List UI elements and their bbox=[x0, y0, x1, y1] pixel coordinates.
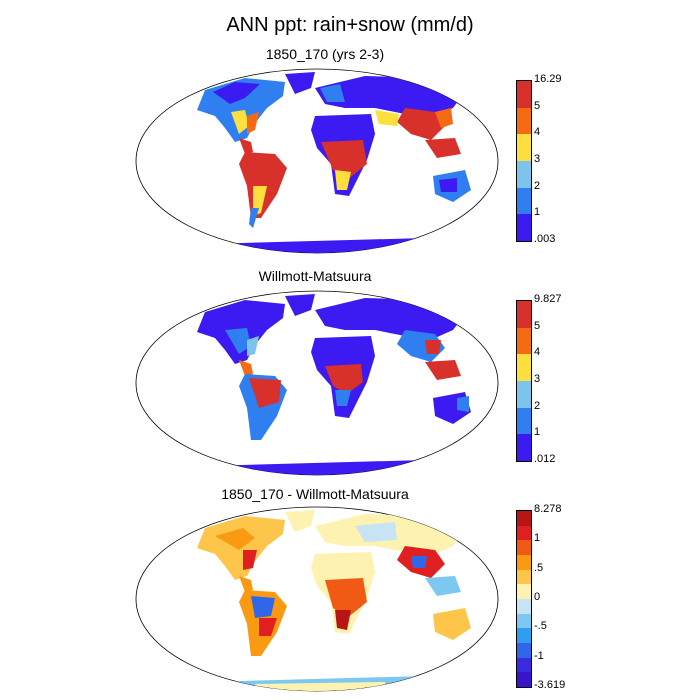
colorbar-label: 0 bbox=[534, 591, 541, 603]
colorbar-segment bbox=[517, 672, 531, 687]
colorbar-label: -3.619 bbox=[534, 679, 566, 691]
colorbar-segment bbox=[517, 628, 531, 643]
colorbar-segment bbox=[517, 569, 531, 585]
panel-1-map bbox=[135, 68, 499, 254]
colorbar-label: -.5 bbox=[534, 620, 547, 633]
colorbar-label: 5 bbox=[534, 319, 541, 332]
colorbar-segment bbox=[517, 642, 531, 658]
colorbar-label: .003 bbox=[534, 233, 556, 245]
panel-3-map bbox=[135, 506, 499, 692]
colorbar-segment bbox=[517, 613, 531, 629]
panel-1-colorbar bbox=[516, 80, 532, 242]
panel-2-map bbox=[135, 290, 499, 476]
panel-2-colorbar bbox=[516, 300, 532, 462]
colorbar-segment bbox=[517, 107, 531, 135]
colorbar-segment bbox=[517, 584, 531, 599]
colorbar-label: -1 bbox=[534, 649, 544, 662]
colorbar-label: 1 bbox=[534, 532, 541, 545]
colorbar-label: 8.278 bbox=[534, 503, 562, 515]
colorbar-segment bbox=[517, 511, 531, 526]
panel-3-title: 1850_170 - Willmott-Matsuura bbox=[221, 486, 409, 502]
colorbar-label: 5 bbox=[534, 99, 541, 112]
colorbar-segment bbox=[517, 187, 531, 215]
colorbar-label: 9.827 bbox=[534, 293, 562, 305]
panel-1-title: 1850_170 (yrs 2-3) bbox=[265, 46, 385, 62]
colorbar-label: 2 bbox=[534, 399, 541, 412]
colorbar-label: 1 bbox=[534, 426, 541, 439]
colorbar-segment bbox=[517, 525, 531, 541]
colorbar-label: .5 bbox=[534, 561, 544, 574]
colorbar-segment bbox=[517, 327, 531, 355]
colorbar-segment bbox=[517, 134, 531, 161]
colorbar-segment bbox=[517, 354, 531, 381]
figure-title: ANN ppt: rain+snow (mm/d) bbox=[226, 14, 474, 36]
colorbar-segment bbox=[517, 214, 531, 241]
colorbar-segment bbox=[517, 301, 531, 328]
colorbar-segment bbox=[517, 598, 531, 614]
colorbar-segment bbox=[517, 81, 531, 108]
colorbar-label: 2 bbox=[534, 179, 541, 192]
panel-3-colorbar bbox=[516, 510, 532, 688]
colorbar-segment bbox=[517, 160, 531, 188]
colorbar-label: 16.29 bbox=[534, 73, 562, 85]
colorbar-label: .012 bbox=[534, 453, 556, 465]
colorbar-segment bbox=[517, 657, 531, 673]
panel-2-title: Willmott-Matsuura bbox=[258, 268, 372, 284]
colorbar-label: 3 bbox=[534, 373, 541, 385]
colorbar-segment bbox=[517, 434, 531, 461]
colorbar-segment bbox=[517, 407, 531, 435]
colorbar-segment bbox=[517, 540, 531, 555]
colorbar-segment bbox=[517, 380, 531, 408]
colorbar-label: 3 bbox=[534, 153, 541, 165]
colorbar-label: 4 bbox=[534, 346, 541, 359]
colorbar-label: 4 bbox=[534, 126, 541, 139]
colorbar-label: 1 bbox=[534, 206, 541, 219]
colorbar-segment bbox=[517, 554, 531, 570]
